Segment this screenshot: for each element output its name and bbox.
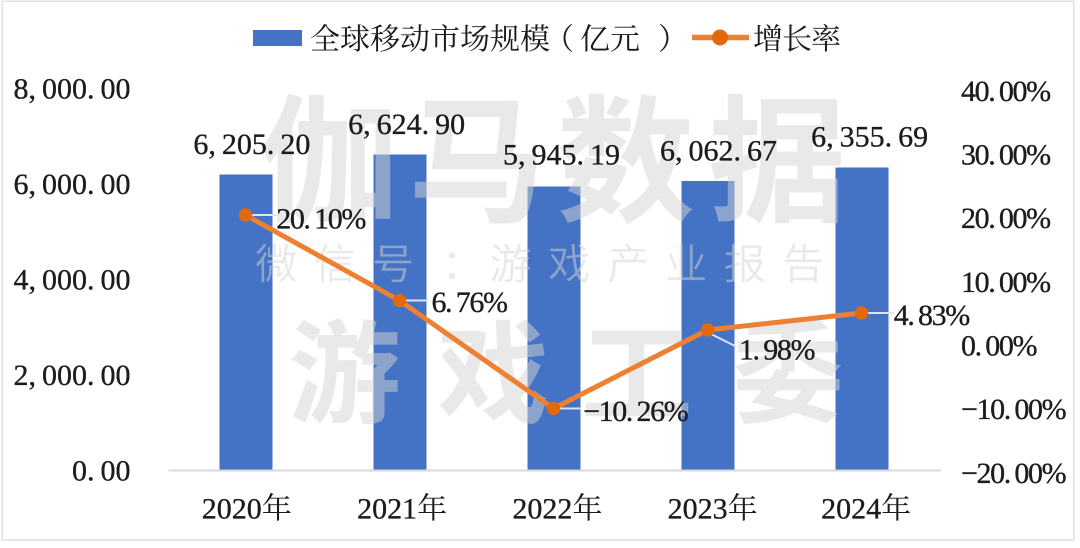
svg-text:−10. 00%: −10. 00% (961, 393, 1066, 426)
svg-text:2024: 2024 (821, 493, 881, 526)
svg-text:2, 000. 00: 2, 000. 00 (13, 359, 130, 392)
svg-text:−20. 00%: −20. 00% (961, 457, 1066, 490)
svg-text:6, 205. 20: 6, 205. 20 (193, 128, 310, 161)
svg-text:−10. 26%: −10. 26% (583, 395, 688, 428)
svg-text:6, 355. 69: 6, 355. 69 (811, 121, 928, 154)
svg-text:4. 83%: 4. 83% (894, 299, 970, 332)
svg-text:20. 00%: 20. 00% (961, 202, 1050, 235)
svg-text:6. 76%: 6. 76% (431, 286, 507, 319)
svg-text:0. 00%: 0. 00% (961, 329, 1037, 362)
svg-text:30. 00%: 30. 00% (961, 138, 1050, 171)
svg-text:1. 98%: 1. 98% (739, 334, 815, 367)
svg-text:2021: 2021 (357, 493, 417, 526)
svg-text:40. 00%: 40. 00% (961, 75, 1050, 108)
svg-text:2023: 2023 (668, 493, 728, 526)
svg-text:4, 000. 00: 4, 000. 00 (13, 264, 130, 297)
svg-text:2020: 2020 (202, 493, 262, 526)
svg-text:5, 945. 19: 5, 945. 19 (503, 138, 620, 171)
svg-text:10. 00%: 10. 00% (961, 266, 1050, 299)
svg-text:6, 624. 90: 6, 624. 90 (348, 108, 465, 141)
svg-text:20. 10%: 20. 10% (276, 203, 365, 236)
svg-text:0. 00: 0. 00 (72, 455, 131, 488)
svg-text:8, 000. 00: 8, 000. 00 (13, 73, 130, 106)
svg-text:2022: 2022 (512, 493, 572, 526)
svg-text:6, 062. 67: 6, 062. 67 (660, 135, 777, 168)
svg-text:6, 000. 00: 6, 000. 00 (13, 168, 130, 201)
